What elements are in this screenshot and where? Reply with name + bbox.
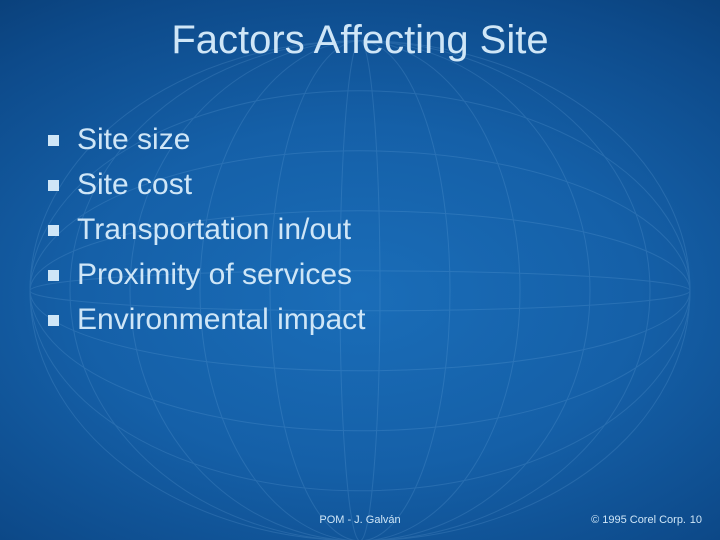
- bullet-text: Proximity of services: [77, 255, 352, 294]
- bullet-icon: [48, 225, 59, 236]
- bullet-list: Site size Site cost Transportation in/ou…: [48, 120, 388, 345]
- list-item: Site cost: [48, 165, 388, 204]
- footer-copyright: © 1995 Corel Corp.: [591, 514, 686, 526]
- bullet-text: Environmental impact: [77, 300, 365, 339]
- bullet-icon: [48, 180, 59, 191]
- bullet-icon: [48, 315, 59, 326]
- bullet-icon: [48, 270, 59, 281]
- list-item: Transportation in/out: [48, 210, 388, 249]
- bullet-text: Site size: [77, 120, 190, 159]
- list-item: Environmental impact: [48, 300, 388, 339]
- slide: Factors Affecting Site Site size Site co…: [0, 0, 720, 540]
- footer-author: POM - J. Galván: [319, 514, 400, 526]
- page-number: 10: [690, 514, 702, 526]
- list-item: Proximity of services: [48, 255, 388, 294]
- bullet-icon: [48, 135, 59, 146]
- bullet-text: Site cost: [77, 165, 192, 204]
- slide-title: Factors Affecting Site: [0, 18, 720, 63]
- bullet-text: Transportation in/out: [77, 210, 351, 249]
- list-item: Site size: [48, 120, 388, 159]
